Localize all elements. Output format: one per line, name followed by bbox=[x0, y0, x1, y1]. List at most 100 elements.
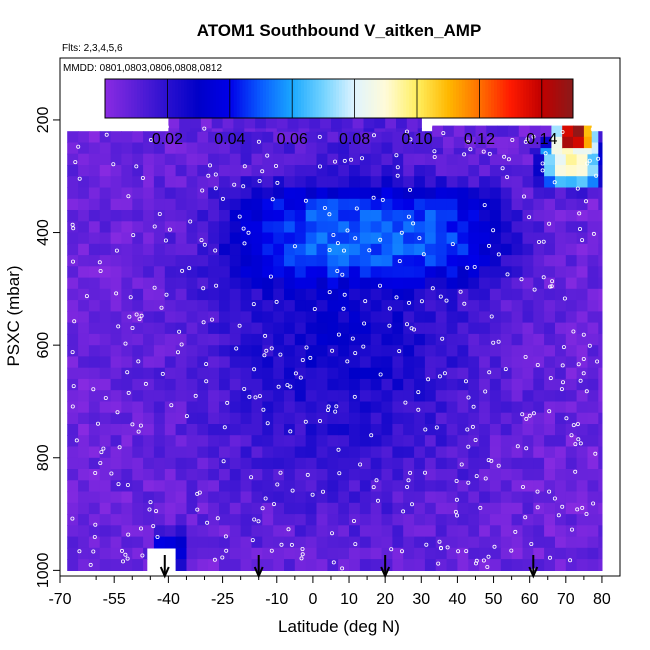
sample-marker bbox=[527, 413, 532, 418]
heatmap-cell bbox=[327, 446, 339, 459]
heatmap-cell bbox=[219, 131, 231, 144]
heatmap-cell bbox=[78, 390, 90, 403]
heatmap-cell bbox=[316, 457, 328, 470]
heatmap-cell bbox=[565, 198, 578, 211]
heatmap-cell bbox=[587, 525, 599, 538]
sample-marker bbox=[130, 325, 135, 330]
heatmap-cell bbox=[522, 277, 534, 290]
heatmap-cell bbox=[121, 514, 133, 526]
heatmap-cell bbox=[284, 469, 296, 481]
sample-marker bbox=[496, 252, 501, 257]
heatmap-cell bbox=[110, 547, 122, 560]
heatmap-cell bbox=[489, 165, 502, 177]
heatmap-cell bbox=[544, 457, 556, 470]
heatmap-cell bbox=[424, 401, 437, 414]
heatmap-cell bbox=[233, 117, 245, 129]
heatmap-cell bbox=[587, 345, 599, 358]
heatmap-cell bbox=[88, 176, 101, 189]
heatmap-cell bbox=[446, 378, 458, 391]
heatmap-cell bbox=[240, 198, 252, 211]
sample-marker bbox=[340, 566, 345, 571]
heatmap-cell bbox=[424, 266, 437, 279]
sample-marker bbox=[223, 534, 228, 539]
heatmap-cell bbox=[414, 424, 426, 436]
heatmap-cell bbox=[576, 536, 588, 549]
heatmap-cell bbox=[208, 401, 220, 414]
sample-marker bbox=[576, 362, 581, 367]
heatmap-cell bbox=[327, 514, 339, 526]
colorbar-tick-label: 0.10 bbox=[401, 131, 432, 148]
heatmap-cell bbox=[143, 457, 155, 470]
heatmap-cell bbox=[208, 255, 220, 267]
heatmap-cell bbox=[359, 243, 372, 256]
x-tick-label: 70 bbox=[557, 591, 575, 608]
heatmap-cell bbox=[88, 232, 101, 245]
heatmap-cell bbox=[99, 255, 112, 267]
heatmap-cell bbox=[219, 514, 231, 526]
heatmap-cell bbox=[229, 165, 242, 177]
heatmap-cell bbox=[370, 142, 383, 155]
sample-marker bbox=[204, 362, 209, 367]
heatmap-cell bbox=[197, 491, 209, 504]
heatmap-cell bbox=[435, 356, 448, 369]
sample-marker bbox=[483, 476, 488, 481]
heatmap-cell bbox=[110, 142, 122, 155]
heatmap-cell bbox=[443, 148, 455, 155]
heatmap-cell bbox=[446, 446, 458, 459]
heatmap-cell bbox=[338, 491, 350, 504]
colorbar-segment bbox=[432, 79, 437, 118]
heatmap-cell bbox=[208, 412, 220, 425]
heatmap-cell bbox=[305, 187, 318, 200]
heatmap-cell bbox=[479, 255, 491, 267]
heatmap-cell bbox=[153, 322, 166, 335]
heatmap-cell bbox=[99, 187, 112, 200]
heatmap-cell bbox=[479, 153, 491, 166]
heatmap-cell bbox=[349, 345, 361, 358]
heatmap-cell bbox=[208, 457, 220, 470]
sample-marker bbox=[241, 184, 246, 189]
heatmap-cell bbox=[489, 525, 502, 538]
sample-marker bbox=[136, 359, 141, 364]
heatmap-cell bbox=[229, 198, 242, 211]
colorbar-segment bbox=[458, 79, 463, 118]
colorbar-segment bbox=[122, 79, 126, 118]
sample-marker bbox=[286, 527, 291, 532]
heatmap-cell bbox=[403, 502, 415, 515]
heatmap-cell bbox=[573, 125, 585, 138]
heatmap-cell bbox=[381, 469, 393, 481]
heatmap-cell bbox=[403, 322, 415, 335]
colorbar-segment bbox=[312, 79, 317, 118]
heatmap-cell bbox=[370, 547, 383, 560]
heatmap-cell bbox=[587, 187, 599, 200]
heatmap-cell bbox=[598, 131, 603, 144]
sample-marker bbox=[509, 548, 514, 553]
heatmap-cell bbox=[175, 300, 187, 312]
colorbar-segment bbox=[230, 79, 235, 118]
heatmap-cell bbox=[186, 333, 198, 346]
heatmap-cell bbox=[78, 514, 90, 526]
colorbar-segment bbox=[154, 79, 159, 118]
sample-marker bbox=[513, 529, 518, 534]
heatmap-cell bbox=[262, 424, 274, 436]
sample-marker bbox=[404, 129, 409, 134]
heatmap-cell bbox=[99, 131, 112, 144]
heatmap-cell bbox=[164, 367, 177, 380]
heatmap-cell bbox=[143, 153, 155, 166]
heatmap-cell bbox=[587, 536, 599, 549]
heatmap-cell bbox=[153, 187, 166, 200]
heatmap-cell bbox=[327, 367, 339, 380]
heatmap-cell bbox=[164, 480, 177, 493]
heatmap-cell bbox=[479, 424, 491, 436]
heatmap-cell bbox=[327, 480, 339, 493]
sample-marker bbox=[93, 470, 98, 475]
heatmap-cell bbox=[576, 165, 588, 177]
sample-marker bbox=[529, 542, 534, 547]
heatmap-cell bbox=[479, 390, 491, 403]
heatmap-cell bbox=[219, 311, 231, 324]
heatmap-cell bbox=[229, 322, 242, 335]
heatmap-cell bbox=[468, 311, 480, 324]
heatmap-cell bbox=[522, 333, 534, 346]
heatmap-cell bbox=[251, 491, 263, 504]
heatmap-cell bbox=[88, 165, 101, 177]
heatmap-cell bbox=[598, 547, 603, 560]
